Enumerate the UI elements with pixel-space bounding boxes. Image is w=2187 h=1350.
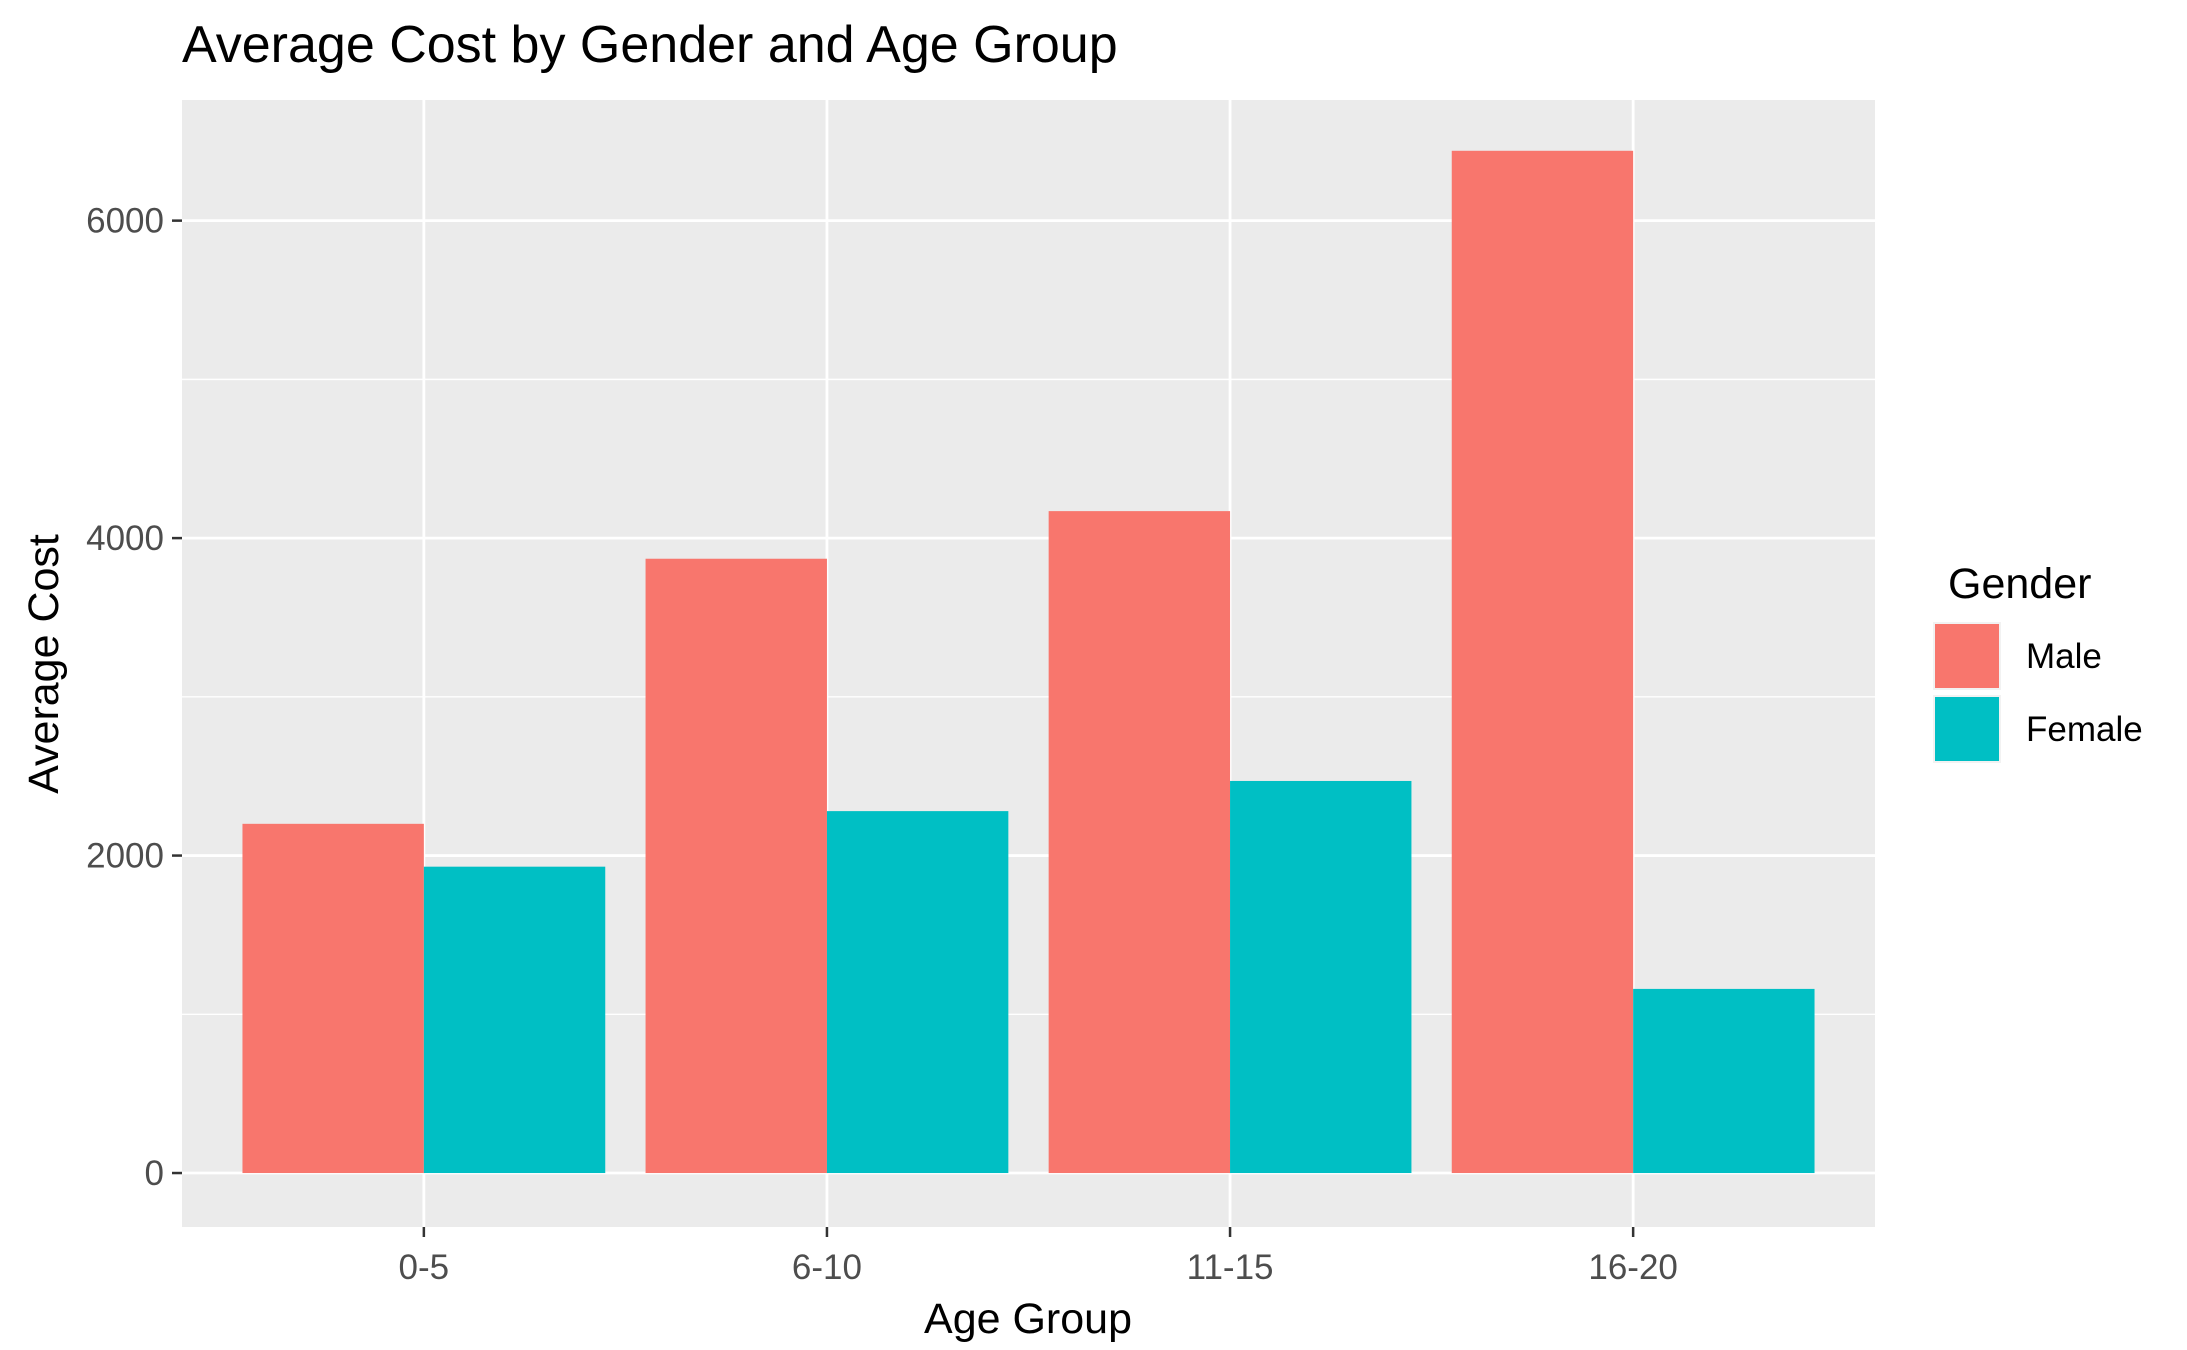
bar-male-11-15	[1048, 511, 1231, 1174]
bar-female-6-10	[826, 811, 1009, 1174]
bar-male-16-20	[1451, 150, 1634, 1174]
x-tick-label: 6-10	[792, 1248, 862, 1287]
chart-title: Average Cost by Gender and Age Group	[182, 16, 1118, 74]
legend-title: Gender	[1948, 560, 2091, 608]
legend-items: Male Female	[1933, 622, 2143, 763]
bar-female-11-15	[1230, 780, 1412, 1174]
y-tick-label: 0	[145, 1154, 164, 1193]
y-tick-label: 6000	[86, 202, 164, 241]
y-tick-label: 2000	[86, 837, 164, 876]
legend: Gender Male Female	[1933, 560, 2143, 763]
x-axis-title: Age Group	[924, 1295, 1132, 1343]
legend-swatch-female	[1935, 697, 1999, 761]
bar-female-0-5	[423, 866, 606, 1174]
y-tick-label: 4000	[86, 519, 164, 558]
bar-female-16-20	[1633, 988, 1815, 1174]
x-axis: 0-5 6-10 11-15 16-20	[399, 1227, 1678, 1287]
x-tick-label: 16-20	[1588, 1248, 1678, 1287]
y-axis-title: Average Cost	[20, 534, 68, 794]
legend-label-male: Male	[2026, 637, 2102, 676]
legend-swatch-male	[1935, 624, 1999, 688]
y-axis: 0 2000 4000 6000	[86, 202, 182, 1193]
bar-male-6-10	[645, 558, 827, 1174]
legend-label-female: Female	[2026, 710, 2143, 749]
x-tick-label: 11-15	[1187, 1248, 1274, 1287]
bars	[242, 150, 1815, 1174]
bar-male-0-5	[242, 823, 424, 1174]
x-tick-label: 0-5	[399, 1248, 450, 1287]
